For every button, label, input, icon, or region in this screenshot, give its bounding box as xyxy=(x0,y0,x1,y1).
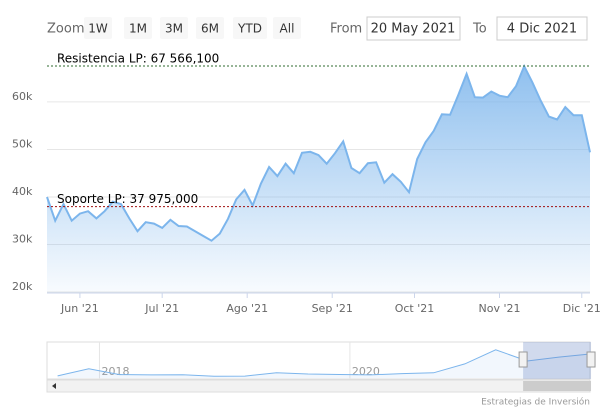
to-value[interactable]: 4 Dic 2021 xyxy=(507,22,577,37)
button-bg[interactable] xyxy=(160,17,188,39)
x-tick-label: Dic '21 xyxy=(563,302,601,315)
x-tick-label: Ago '21 xyxy=(226,302,268,315)
x-tick-label: Nov '21 xyxy=(479,302,521,315)
button-bg[interactable] xyxy=(273,17,301,39)
range-button[interactable]: YTD xyxy=(233,17,267,39)
scrollbar[interactable] xyxy=(46,379,591,393)
to-input[interactable]: 4 Dic 2021 xyxy=(496,16,588,41)
button-bg[interactable] xyxy=(233,17,267,39)
to-label: To xyxy=(472,22,487,37)
button-bg[interactable] xyxy=(84,17,112,39)
from-label: From xyxy=(330,22,362,37)
plot-line-label: Resistencia LP: 67 566,100 xyxy=(57,51,219,65)
button-label[interactable]: 1W xyxy=(88,22,108,36)
range-button[interactable]: 6M xyxy=(196,17,224,39)
range-button[interactable]: 3M xyxy=(160,17,188,39)
from-input[interactable]: 20 May 2021 xyxy=(366,16,461,41)
y-tick-label: 40k xyxy=(12,185,33,198)
button-label[interactable]: 6M xyxy=(201,22,219,36)
navigator-handle[interactable] xyxy=(586,351,596,368)
zoom-label: Zoom xyxy=(47,22,84,37)
range-button[interactable]: All xyxy=(273,17,301,39)
scrollbar-thumb[interactable] xyxy=(523,381,592,391)
button-label[interactable]: 1M xyxy=(129,22,147,36)
x-tick-label: Oct '21 xyxy=(395,302,435,315)
area xyxy=(47,66,590,293)
line xyxy=(46,63,591,242)
button-bg[interactable] xyxy=(196,17,224,39)
navigator-area xyxy=(57,349,591,378)
plot-line-label: Soporte LP: 37 975,000 xyxy=(57,192,198,206)
range-button[interactable]: 1W xyxy=(84,17,112,39)
button-label[interactable]: YTD xyxy=(237,22,262,36)
range-button[interactable]: 1M xyxy=(124,17,152,39)
y-tick-label: 30k xyxy=(12,233,33,246)
x-tick-label: Jul '21 xyxy=(144,302,179,315)
credit: Estrategias de Inversión xyxy=(481,397,590,408)
from-value[interactable]: 20 May 2021 xyxy=(371,22,456,37)
x-tick-label: Sep '21 xyxy=(312,302,353,315)
y-tick-label: 20k xyxy=(12,280,33,293)
y-tick-label: 50k xyxy=(12,137,33,150)
navigator-frame xyxy=(46,341,591,380)
navigator-handle[interactable] xyxy=(518,351,528,368)
button-label[interactable]: All xyxy=(280,22,295,36)
button-bg[interactable] xyxy=(124,17,152,39)
y-tick-label: 60k xyxy=(12,90,33,103)
scroll-left[interactable] xyxy=(52,383,56,389)
navigator-line xyxy=(57,349,591,377)
navigator-mask xyxy=(523,342,592,379)
button-label[interactable]: 3M xyxy=(165,22,183,36)
x-tick-label: Jun '21 xyxy=(60,302,99,315)
